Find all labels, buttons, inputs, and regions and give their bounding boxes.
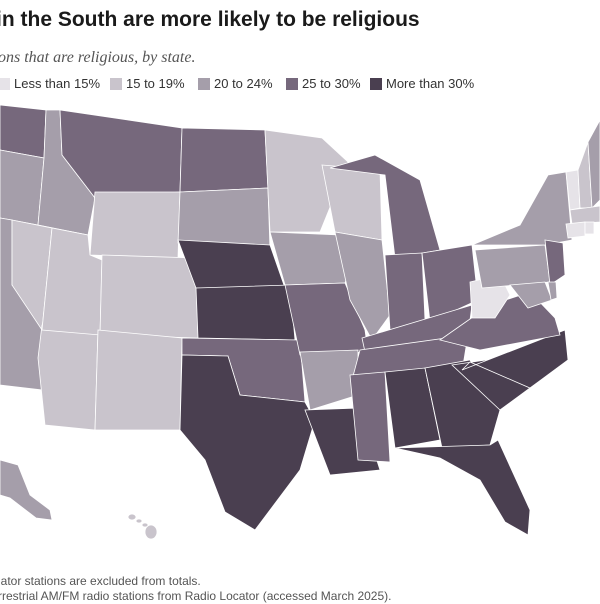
state-de [547,281,558,301]
state-ms [349,371,391,463]
map-title: in the South are more likely to be relig… [0,8,420,31]
state-ne [177,239,286,289]
state-ak [0,459,53,521]
state-ri [584,221,595,235]
legend-label: More than 30% [386,76,475,91]
state-fl [394,439,531,536]
legend-swatch [198,78,210,90]
legend: Less than 15% 15 to 19% 20 to 24% 25 to … [0,76,600,94]
state-az [37,324,99,431]
legend-swatch [286,78,298,90]
state-ma [569,205,600,225]
state-co [99,254,199,339]
state-pa [474,244,551,289]
legend-swatch [110,78,122,90]
state-wa [0,104,47,159]
state-ar [299,349,359,411]
state-wy [89,191,181,259]
state-me [587,119,600,209]
state-hi [127,513,158,540]
state-or [0,149,45,226]
map-subtitle: ons that are religious, by state. [0,49,196,66]
legend-swatch [0,78,10,90]
state-tx [179,354,316,531]
state-nd [179,127,269,193]
state-ct [565,221,586,239]
legend-label: 15 to 19% [126,76,185,91]
legend-swatch [370,78,382,90]
legend-label: 20 to 24% [214,76,273,91]
state-ks [195,284,296,341]
note-line: rrestrial AM/FM radio stations from Radi… [0,589,392,603]
legend-label: 25 to 30% [302,76,361,91]
state-il [334,231,391,341]
note-line: lator stations are excluded from totals. [0,574,201,588]
state-in [384,252,426,331]
legend-label: Less than 15% [14,76,101,91]
state-ny [471,171,573,246]
us-state-map [0,104,600,540]
state-nj [544,239,566,286]
state-wi [321,164,383,241]
state-nm [94,329,183,431]
